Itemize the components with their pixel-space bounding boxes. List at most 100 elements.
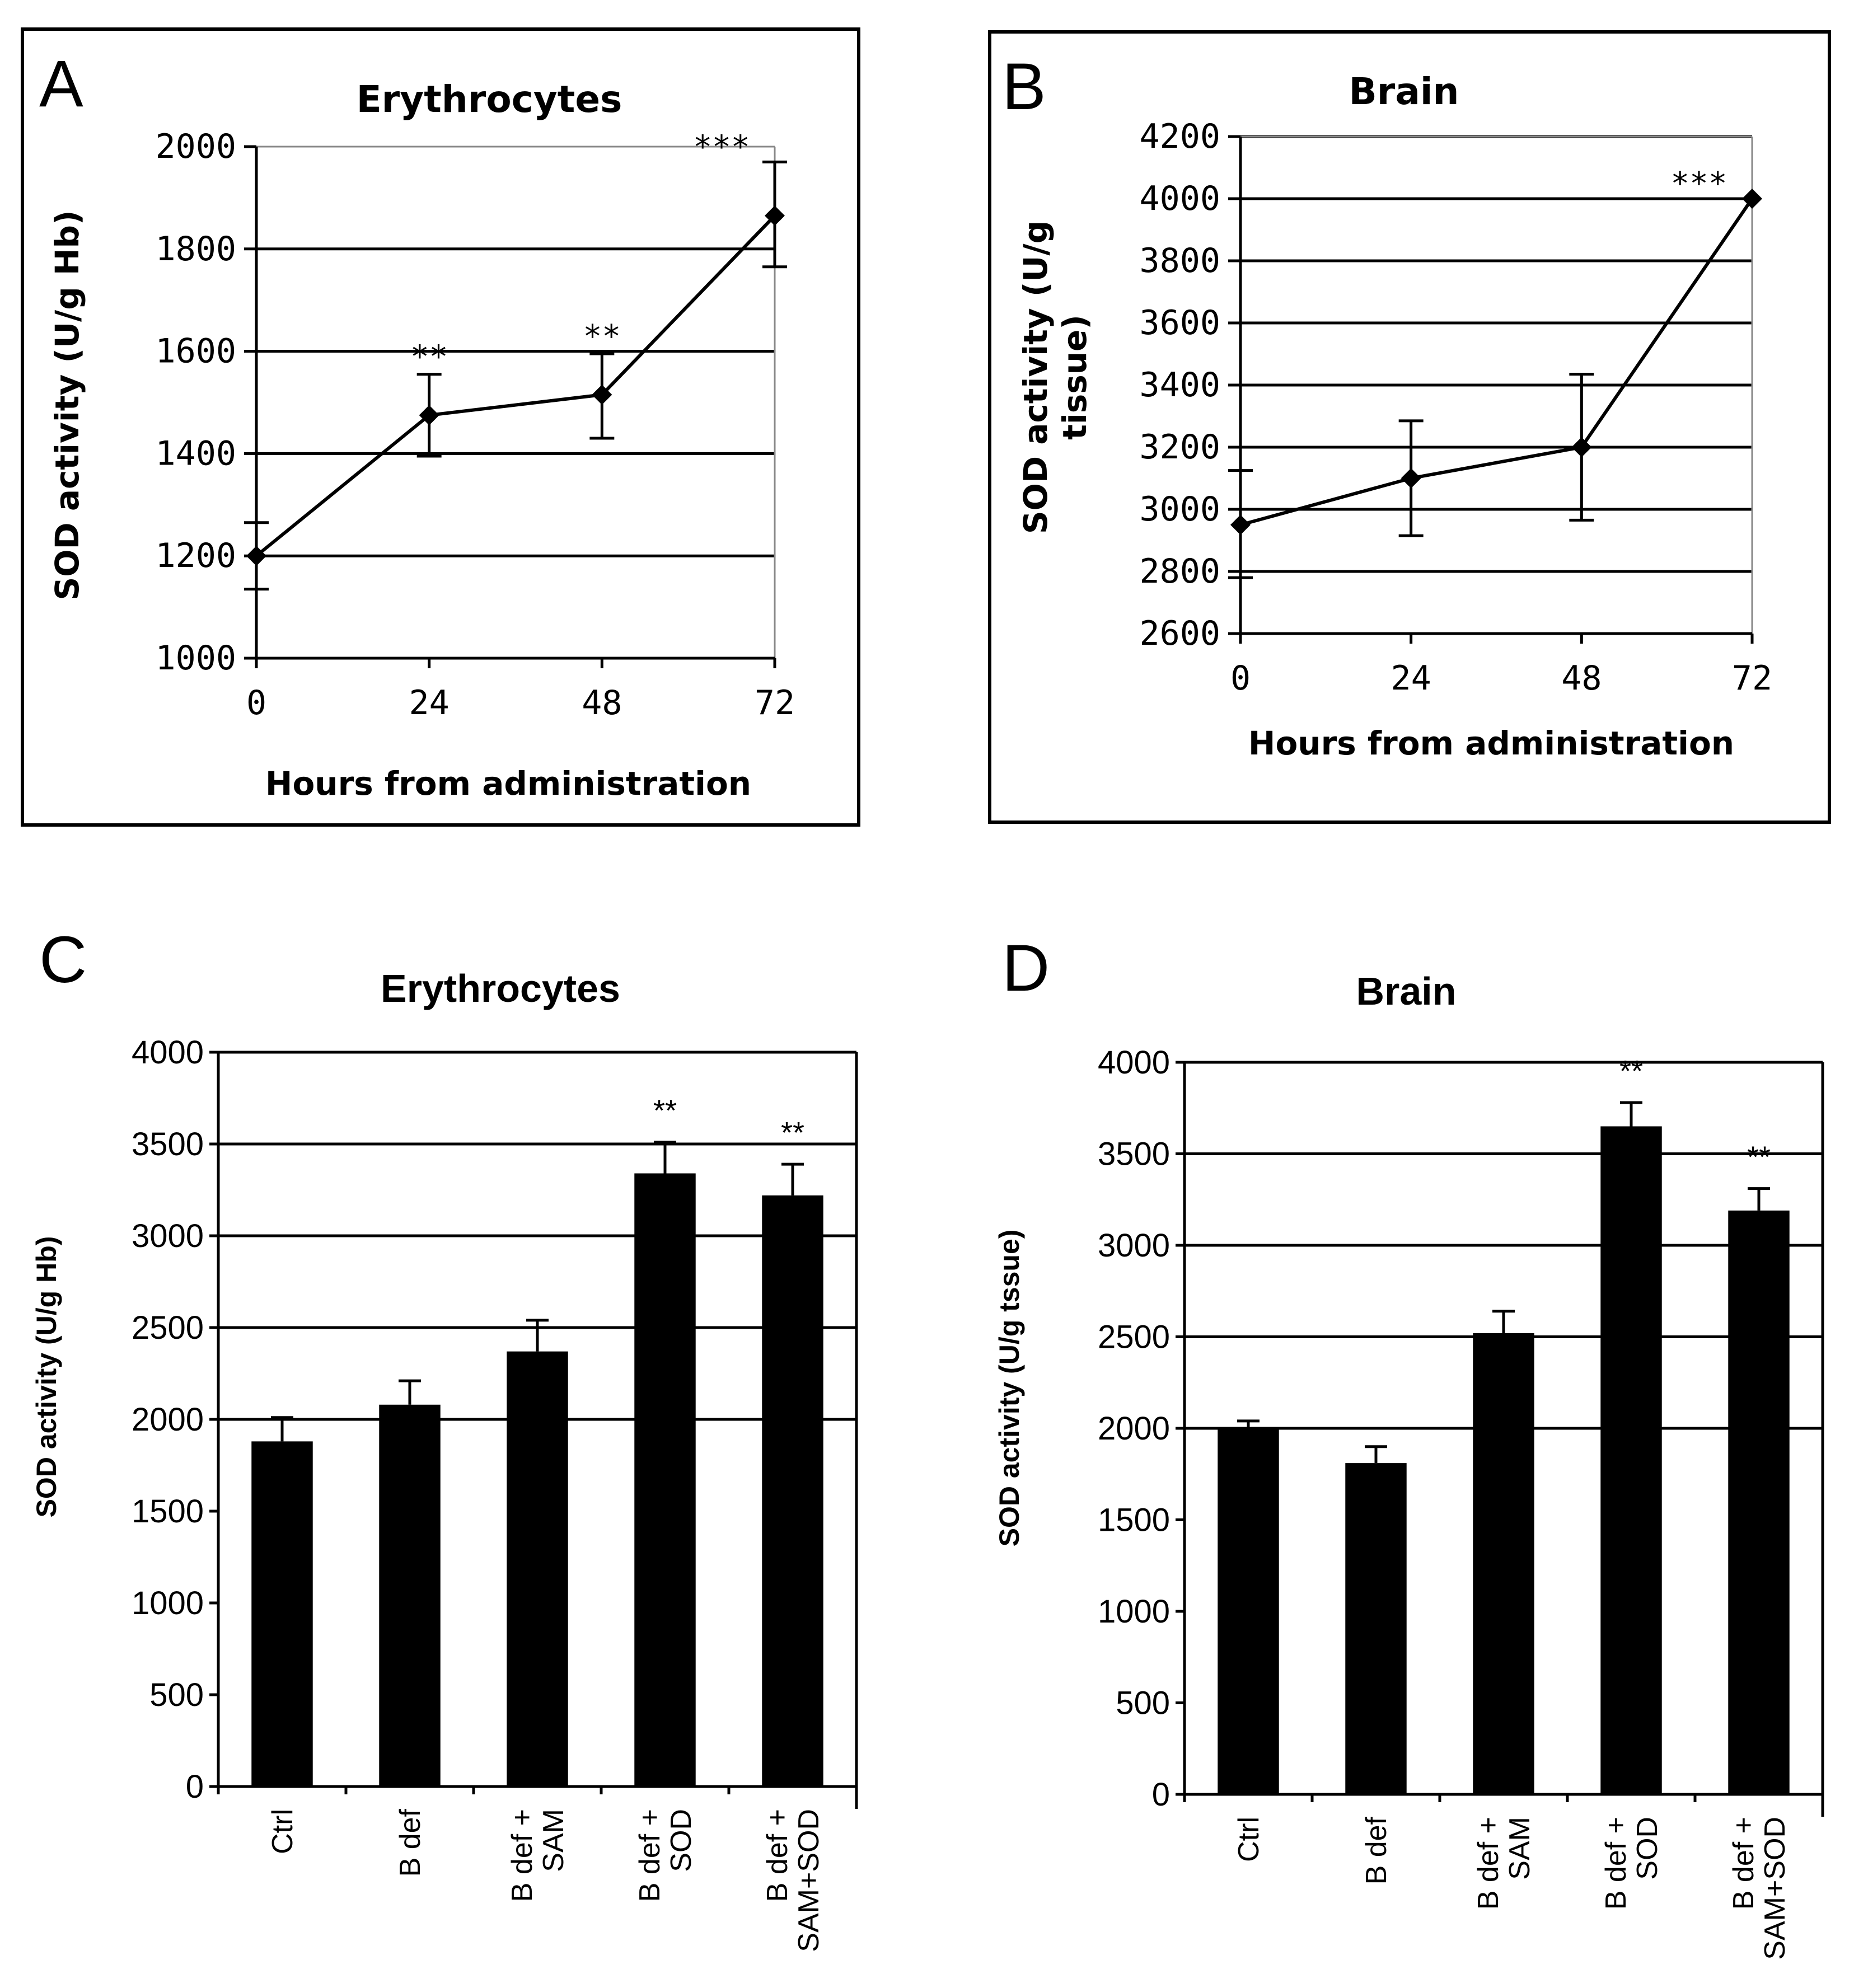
panel-d-significance-label: ** — [1619, 1054, 1643, 1088]
panel-d-bar — [1728, 1210, 1790, 1794]
panel-c-y-tick-label: 4000 — [132, 1034, 204, 1071]
panel-c-letter: C — [39, 923, 87, 997]
panel-c-y-axis-title: SOD activity (U/g Hb) — [31, 1236, 62, 1518]
panel-d-category-label: B def + — [1472, 1817, 1505, 1910]
panel-c-category-label: B def + — [634, 1809, 666, 1902]
panel-b-x-tick-label: 0 — [1230, 659, 1251, 698]
panel-b-title: Brain — [1349, 70, 1459, 113]
panel-b-significance-label: *** — [1670, 166, 1727, 202]
panel-b-y-axis-title-line2: tissue) — [1056, 315, 1094, 440]
panel-c-y-tick-label: 2500 — [132, 1310, 204, 1346]
panel-c-category-label: Ctrl — [266, 1809, 299, 1854]
panel-b-y-tick-label: 2800 — [1140, 552, 1221, 591]
panel-c-category-label: SOD — [665, 1809, 697, 1872]
panel-b-letter: B — [1002, 50, 1046, 124]
panel-d-category-label: SAM — [1504, 1817, 1536, 1880]
panel-c-bar — [762, 1195, 823, 1787]
panel-b-y-tick-label: 4000 — [1140, 179, 1221, 218]
panel-a: A Erythrocytes 1000 1200 1400 1600 1800 2000 0… — [21, 27, 860, 827]
panel-a-x-tick-label: 48 — [582, 683, 622, 723]
panel-a-letter: A — [39, 47, 83, 121]
panel-d-y-tick-label: 1500 — [1098, 1502, 1170, 1539]
panel-a-x-tick-label: 0 — [246, 683, 266, 723]
panel-a-data-point — [765, 205, 785, 226]
panel-c-category-label: SAM — [537, 1809, 570, 1872]
panel-b-frame — [988, 30, 1831, 824]
panel-b-y-tick-label: 2600 — [1140, 614, 1221, 653]
panel-a-data-point — [592, 385, 612, 405]
panel-c-plot: 0 500 1000 1500 2000 2500 3000 3500 4000 Ctrl B de… — [132, 1034, 858, 1952]
panel-c-bar — [634, 1173, 696, 1787]
panel-c-bar — [251, 1441, 313, 1787]
panel-a-y-tick-label: 2000 — [156, 127, 237, 166]
panel-d: D Brain 0 500 1000 1500 2000 2500 3000 3500 4000… — [994, 931, 1824, 1960]
panel-d-y-tick-label: 3500 — [1098, 1136, 1170, 1173]
panel-c-category-label: SAM+SOD — [793, 1809, 825, 1952]
panel-b-plot: 2600 2800 3000 3200 3400 3600 3800 4000 4200 0 24 4… — [1140, 117, 1773, 698]
panel-d-y-tick-label: 1000 — [1098, 1593, 1170, 1630]
panel-d-category-label: SOD — [1631, 1817, 1664, 1880]
panel-c-category-label: B def + — [761, 1809, 794, 1902]
panel-c: C Erythrocytes 0 500 1000 1500 2000 2500 3000 3… — [31, 923, 858, 1952]
panel-d-y-tick-label: 0 — [1152, 1776, 1170, 1813]
panel-b-data-point — [1401, 468, 1421, 489]
panel-b-y-axis-title-line1: SOD activity (U/g — [1017, 221, 1055, 534]
panel-c-y-tick-label: 1500 — [132, 1493, 204, 1530]
panel-b-y-tick-label: 3200 — [1140, 428, 1221, 467]
panel-b-y-tick-label: 4200 — [1140, 117, 1221, 156]
panel-a-significance-label: *** — [693, 129, 750, 165]
panel-d-bar — [1218, 1428, 1279, 1794]
panel-b-x-axis-title: Hours from administration — [1248, 724, 1734, 762]
panel-c-y-tick-label: 3500 — [132, 1126, 204, 1162]
panel-d-title: Brain — [1356, 969, 1457, 1013]
panel-d-y-tick-label: 4000 — [1098, 1044, 1170, 1081]
panel-a-data-point — [246, 546, 266, 566]
panel-a-x-axis-title: Hours from administration — [265, 765, 751, 803]
panel-c-significance-label: ** — [781, 1116, 804, 1150]
panel-a-x-tick-label: 72 — [755, 683, 795, 723]
panel-b-y-tick-label: 3600 — [1140, 303, 1221, 343]
panel-b-x-tick-label: 48 — [1561, 659, 1602, 698]
panel-d-category-label: B def — [1360, 1816, 1393, 1884]
panel-b-y-tick-label: 3400 — [1140, 365, 1221, 405]
panel-b-data-point — [1742, 189, 1762, 209]
panel-a-data-point — [419, 405, 439, 425]
panel-b-data-point — [1571, 437, 1592, 457]
panel-c-y-tick-label: 2000 — [132, 1401, 204, 1438]
panel-c-y-tick-label: 500 — [149, 1677, 204, 1713]
panel-d-y-tick-label: 2000 — [1098, 1410, 1170, 1447]
panel-b-y-tick-label: 3000 — [1140, 490, 1221, 529]
panel-d-y-tick-label: 3000 — [1098, 1227, 1170, 1264]
panel-c-category-label: B def + — [506, 1809, 539, 1902]
panel-b-y-tick-label: 3800 — [1140, 241, 1221, 280]
panel-d-y-tick-label: 500 — [1116, 1685, 1170, 1722]
panel-a-y-tick-label: 1200 — [156, 536, 237, 575]
panel-d-category-label: B def + — [1727, 1817, 1760, 1910]
panel-a-y-tick-label: 1400 — [156, 434, 237, 473]
panel-a-series-line — [255, 214, 776, 557]
panel-a-x-tick-label: 24 — [409, 683, 450, 723]
panel-d-significance-label: ** — [1747, 1141, 1771, 1174]
panel-b-series-line — [1240, 198, 1754, 527]
panel-d-y-axis-title: SOD activity (U/g tssue) — [994, 1230, 1025, 1547]
panel-d-bar — [1345, 1463, 1407, 1794]
panel-d-category-label: B def + — [1600, 1817, 1632, 1910]
panel-a-title: Erythrocytes — [357, 78, 622, 121]
panel-c-bar — [507, 1351, 568, 1787]
panel-d-letter: D — [1002, 931, 1050, 1005]
panel-c-y-tick-label: 1000 — [132, 1585, 204, 1621]
panel-a-frame — [21, 27, 860, 827]
panel-c-title: Erythrocytes — [381, 967, 620, 1010]
panel-d-bar — [1600, 1126, 1662, 1794]
panel-d-y-tick-label: 2500 — [1098, 1319, 1170, 1356]
panel-c-y-tick-label: 0 — [186, 1769, 204, 1805]
panel-b-x-tick-label: 24 — [1391, 659, 1431, 698]
panel-c-bar — [379, 1404, 441, 1787]
panel-d-bar — [1473, 1333, 1534, 1794]
panel-d-category-label: SAM+SOD — [1759, 1817, 1791, 1960]
panel-c-category-label: B def — [394, 1808, 427, 1877]
panel-a-y-tick-label: 1600 — [156, 332, 237, 371]
panel-d-category-label: Ctrl — [1233, 1817, 1265, 1862]
